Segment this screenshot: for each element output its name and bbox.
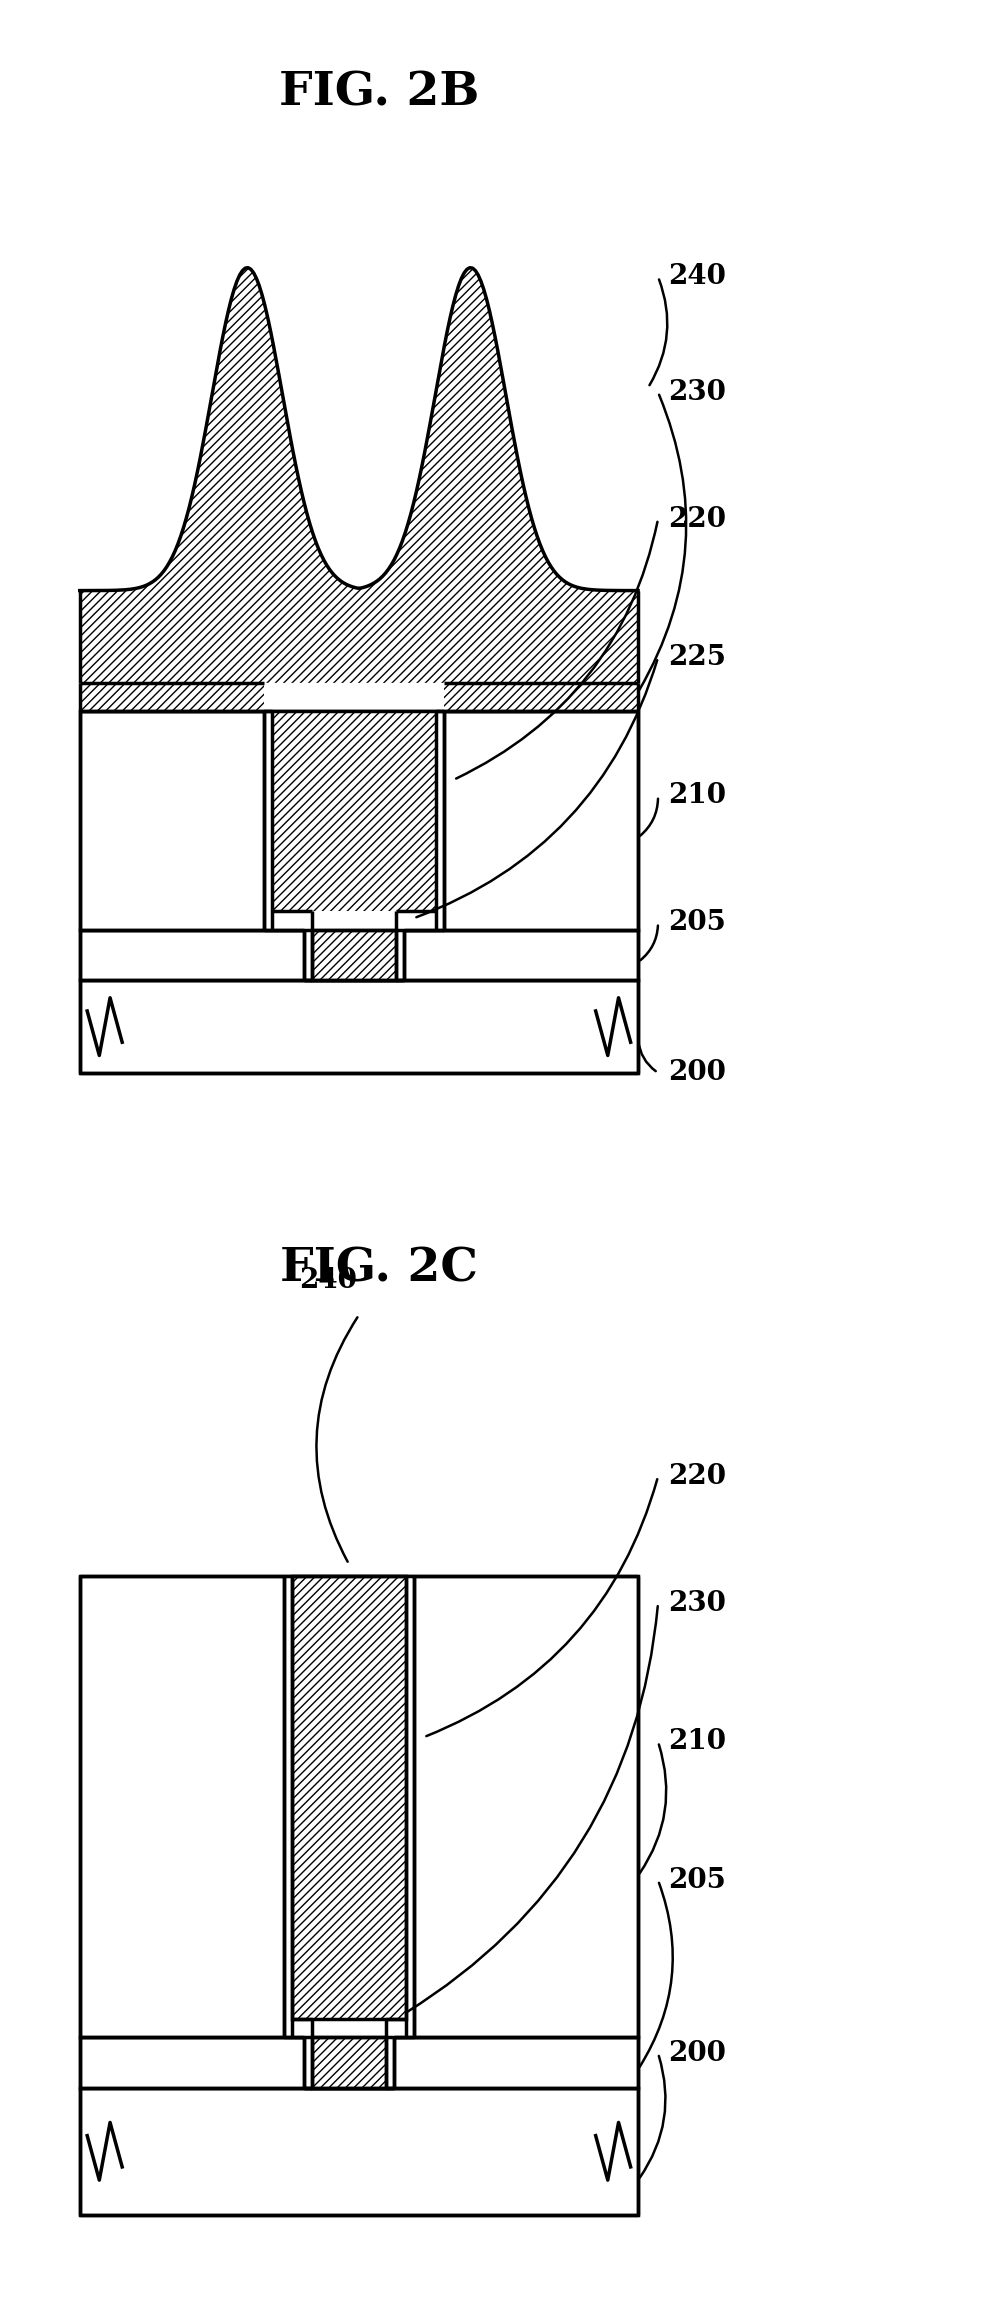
Text: 210: 210 (668, 1728, 726, 1756)
Bar (304, 2037, 394, 2088)
Bar (80, 1576, 638, 2037)
Text: 200: 200 (668, 2039, 726, 2067)
Text: 205: 205 (668, 1866, 726, 1894)
Bar (312, 930, 396, 980)
Text: 220: 220 (668, 1463, 726, 1490)
Bar (292, 1576, 406, 2019)
Text: 230: 230 (668, 378, 726, 406)
Bar (80, 2088, 638, 2215)
Text: 230: 230 (668, 1590, 726, 1617)
Bar (80, 930, 638, 980)
Bar (80, 683, 264, 711)
Bar (272, 711, 436, 911)
Bar (304, 930, 404, 980)
Text: 205: 205 (668, 909, 726, 937)
Text: 240: 240 (299, 1267, 357, 1294)
Text: 240: 240 (668, 263, 726, 291)
Bar (284, 1576, 414, 2037)
Text: FIG. 2B: FIG. 2B (279, 69, 479, 115)
Text: 210: 210 (668, 782, 726, 810)
Bar (80, 980, 638, 1073)
Polygon shape (80, 268, 638, 683)
Text: FIG. 2C: FIG. 2C (280, 1246, 478, 1292)
Bar (80, 2037, 638, 2088)
Text: 200: 200 (668, 1059, 726, 1087)
Bar (264, 711, 444, 930)
Text: 220: 220 (668, 505, 726, 533)
Bar (444, 683, 638, 711)
Bar (80, 711, 638, 930)
Bar (312, 2037, 386, 2088)
Text: 225: 225 (668, 644, 726, 671)
